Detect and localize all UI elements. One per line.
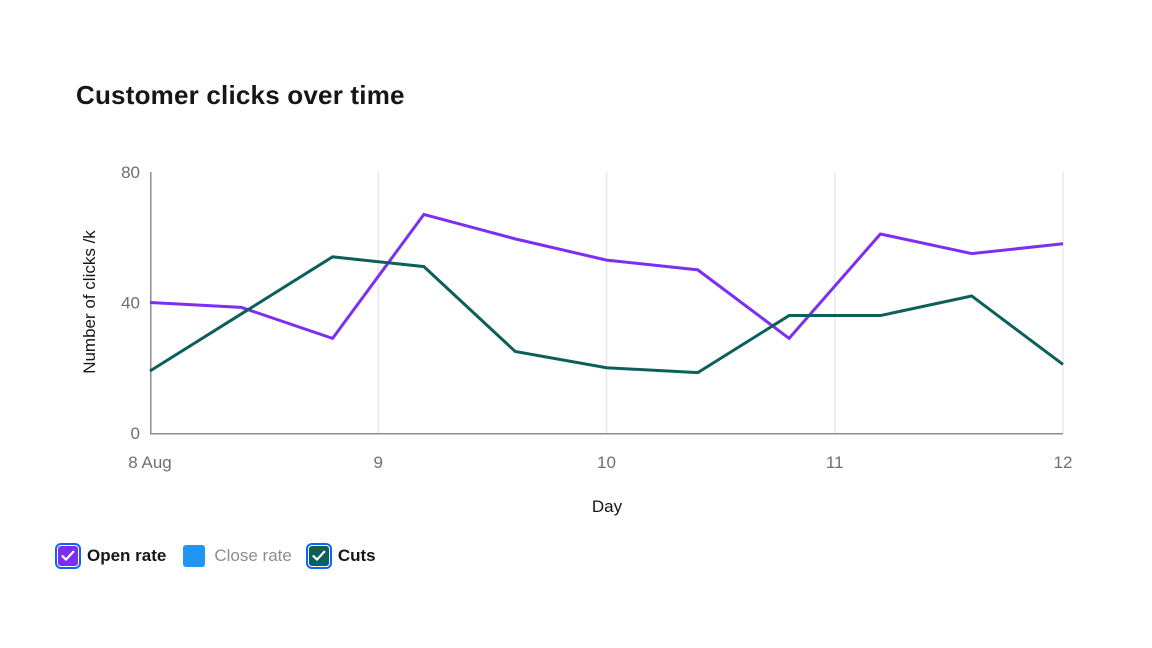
legend-item-open-rate[interactable]: Open rate (55, 543, 167, 569)
y-tick-label: 40 (121, 294, 140, 313)
legend-label-open-rate: Open rate (87, 546, 167, 565)
legend-item-close-rate[interactable]: Close rate (183, 545, 292, 567)
x-tick-label: 9 (374, 453, 383, 472)
x-tick-label: 12 (1054, 453, 1073, 472)
tick-labels: 8 Aug 9 10 11 12 0 40 80 (121, 163, 1072, 472)
legend-item-cuts[interactable]: Cuts (305, 543, 376, 569)
legend-label-cuts: Cuts (337, 546, 376, 565)
series-line-cuts (149, 255, 1064, 375)
checkmark-icon (312, 550, 326, 561)
series-lines (149, 212, 1064, 375)
legend-label-close-rate: Close rate (214, 546, 292, 565)
y-axis-title: Number of clicks /k (80, 230, 99, 374)
x-tick-label: 8 Aug (128, 453, 172, 472)
x-axis-title: Day (592, 497, 623, 516)
x-tick-label: 11 (826, 453, 844, 472)
gridlines (377, 172, 1064, 434)
chart-legend: Open rate Close rate Cuts (55, 543, 376, 569)
x-tick-label: 10 (597, 453, 616, 472)
legend-checkbox-checked-open-rate[interactable] (55, 543, 81, 569)
legend-checkbox-checked-cuts[interactable] (305, 543, 332, 569)
checkmark-icon (61, 550, 75, 561)
chart-title: Customer clicks over time (76, 80, 405, 110)
y-tick-label: 80 (121, 163, 140, 182)
series-line-open-rate (149, 212, 1064, 341)
legend-checkbox-unchecked-close-rate[interactable] (183, 545, 206, 567)
y-tick-label: 0 (131, 424, 140, 443)
